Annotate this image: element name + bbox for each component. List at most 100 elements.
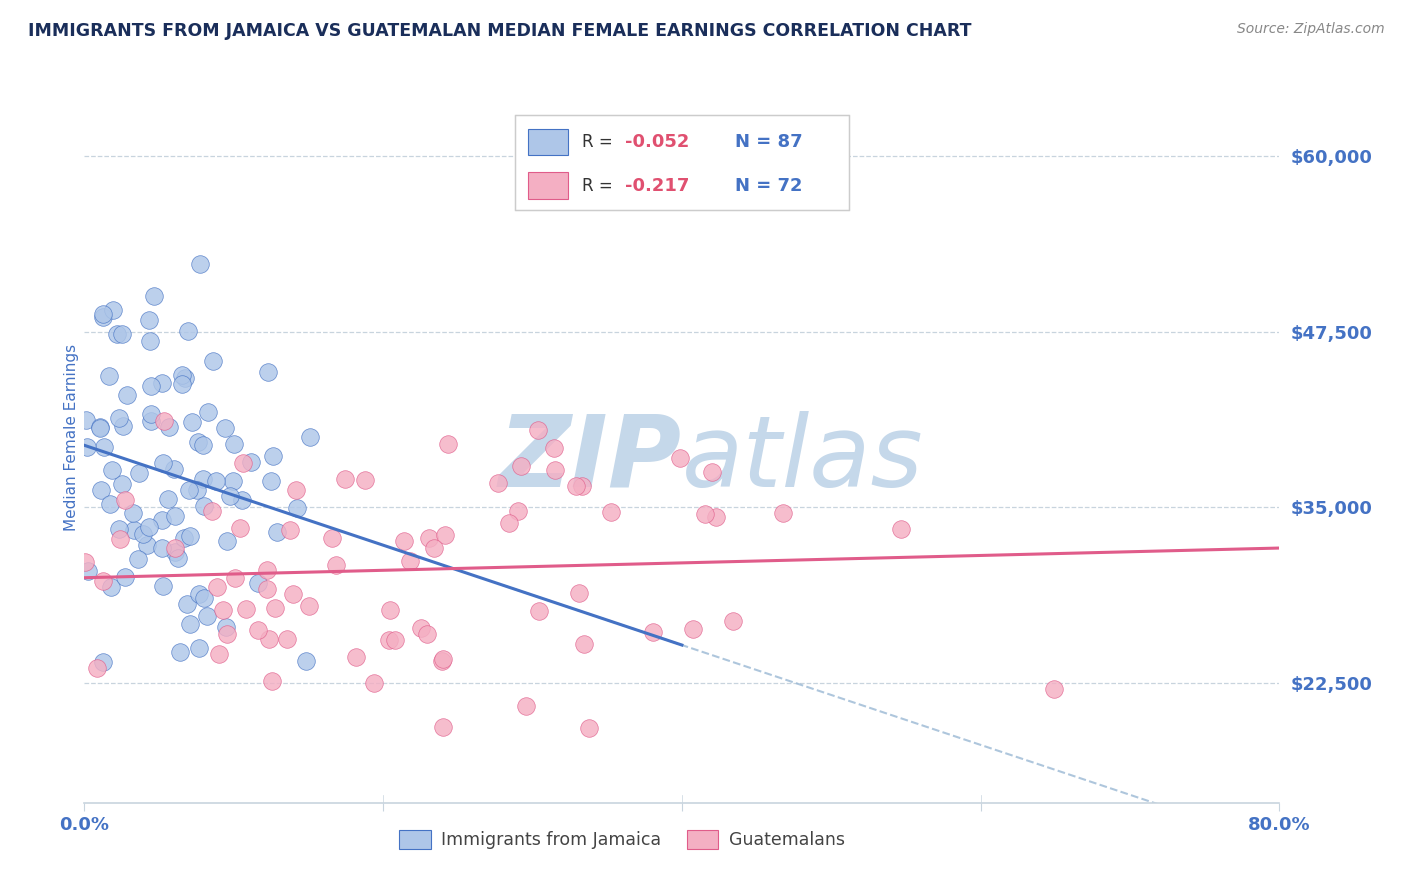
Point xyxy=(571,479,593,493)
Point xyxy=(257,632,280,647)
Point xyxy=(295,654,318,668)
Point xyxy=(157,420,180,434)
Point xyxy=(229,521,252,535)
Point xyxy=(122,506,145,520)
Point xyxy=(131,527,153,541)
Point xyxy=(264,601,287,615)
Point xyxy=(437,436,460,450)
Point xyxy=(136,538,159,552)
Point xyxy=(191,472,214,486)
Point xyxy=(179,529,201,543)
Point xyxy=(167,550,190,565)
Point xyxy=(578,721,600,735)
Point xyxy=(527,604,550,618)
Point xyxy=(110,532,132,546)
Point xyxy=(205,581,228,595)
Point xyxy=(114,492,136,507)
Point xyxy=(152,414,174,428)
Point xyxy=(181,415,204,429)
Point xyxy=(138,313,160,327)
Point xyxy=(411,621,433,635)
Point xyxy=(432,652,454,666)
Point xyxy=(285,500,308,515)
Point xyxy=(128,467,150,481)
Point xyxy=(91,307,114,321)
Point xyxy=(568,585,591,599)
Point xyxy=(204,474,226,488)
Point xyxy=(172,368,194,382)
Point xyxy=(114,570,136,584)
Point xyxy=(693,508,716,522)
Point xyxy=(256,582,278,596)
Point xyxy=(188,641,211,656)
Point xyxy=(150,513,173,527)
Point xyxy=(101,463,124,477)
Point xyxy=(110,477,132,491)
Point xyxy=(432,720,454,734)
Text: IMMIGRANTS FROM JAMAICA VS GUATEMALAN MEDIAN FEMALE EARNINGS CORRELATION CHART: IMMIGRANTS FROM JAMAICA VS GUATEMALAN ME… xyxy=(28,22,972,40)
Point xyxy=(100,580,122,594)
Point xyxy=(101,302,124,317)
Point xyxy=(231,492,253,507)
Point xyxy=(600,505,623,519)
Point xyxy=(262,449,284,463)
Point xyxy=(772,506,794,520)
Point xyxy=(150,541,173,555)
Point xyxy=(169,645,191,659)
Point xyxy=(165,545,187,559)
Point xyxy=(278,523,301,537)
Point xyxy=(325,558,347,572)
Point xyxy=(177,483,200,498)
Point xyxy=(246,576,269,591)
Point xyxy=(111,326,134,341)
Point xyxy=(333,472,356,486)
Point xyxy=(515,698,537,713)
Point xyxy=(392,534,415,549)
Point xyxy=(321,531,343,545)
Point xyxy=(235,602,257,616)
Point xyxy=(215,620,238,634)
Point xyxy=(222,437,245,451)
Y-axis label: Median Female Earnings: Median Female Earnings xyxy=(63,343,79,531)
Point xyxy=(173,531,195,545)
Point xyxy=(188,257,211,271)
Point xyxy=(193,591,215,606)
Point xyxy=(186,483,208,497)
Point xyxy=(163,509,186,524)
Text: Source: ZipAtlas.com: Source: ZipAtlas.com xyxy=(1237,22,1385,37)
Point xyxy=(509,458,531,473)
Point xyxy=(527,423,550,437)
Point xyxy=(543,463,565,477)
Point xyxy=(299,430,322,444)
Point xyxy=(344,649,367,664)
Point xyxy=(174,371,197,385)
Point xyxy=(75,413,97,427)
Point xyxy=(508,503,530,517)
Point xyxy=(108,522,131,536)
Point xyxy=(108,410,131,425)
Point xyxy=(222,474,245,488)
Point xyxy=(486,475,509,490)
Point xyxy=(98,497,121,511)
Point xyxy=(434,527,457,541)
Point xyxy=(176,598,198,612)
Point xyxy=(224,571,246,585)
Point xyxy=(353,473,375,487)
Point xyxy=(423,541,446,555)
Point xyxy=(172,376,194,391)
Point xyxy=(152,456,174,470)
Point xyxy=(266,524,288,539)
Point xyxy=(139,334,162,348)
Point xyxy=(572,637,595,651)
Point xyxy=(215,533,238,548)
Point xyxy=(378,632,401,647)
Point xyxy=(127,552,149,566)
Point xyxy=(117,388,139,402)
Point xyxy=(179,617,201,632)
Point xyxy=(281,587,304,601)
Point xyxy=(298,599,321,613)
Point xyxy=(211,602,233,616)
Point xyxy=(276,632,298,646)
Point xyxy=(156,491,179,506)
Point xyxy=(363,676,385,690)
